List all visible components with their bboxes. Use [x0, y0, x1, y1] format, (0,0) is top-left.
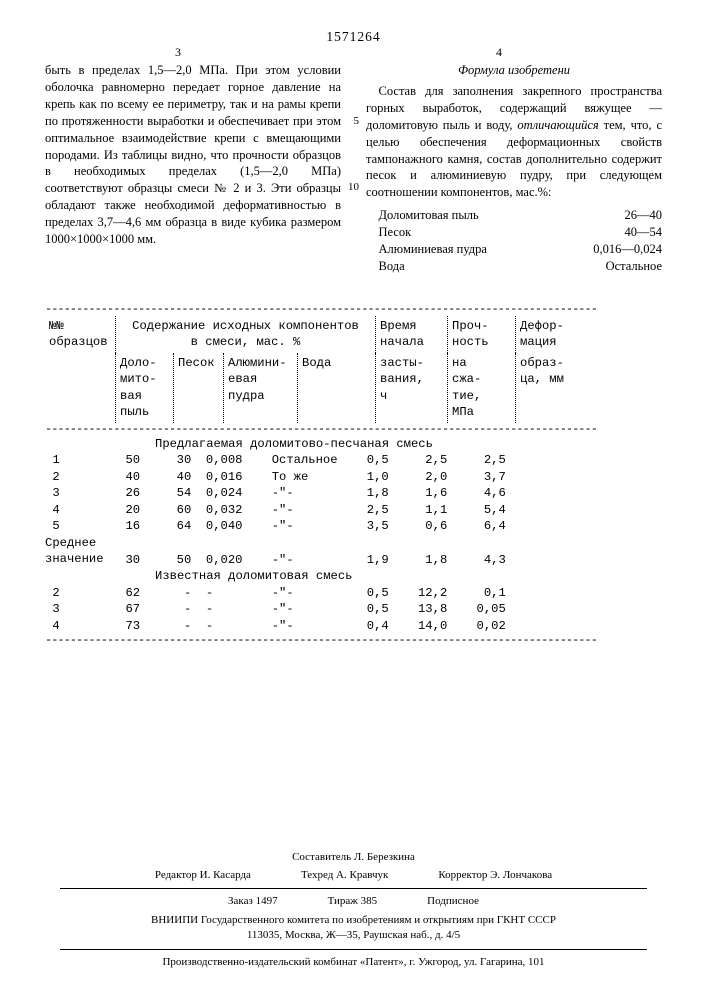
page-num-left: 3	[175, 44, 181, 60]
component-row: Доломитовая пыль26—40	[366, 207, 662, 224]
formula-italic: отличающийся	[517, 118, 598, 132]
footer-order: Заказ 1497	[228, 894, 278, 909]
th-time: Время начала	[375, 316, 447, 353]
component-value: Остальное	[572, 258, 662, 275]
left-column: 3 5 10 быть в пределах 1,5—2,0 МПа. При …	[45, 62, 341, 275]
avg-row: 30 50 0,020 -"- 1,9 1,8 4,3	[45, 552, 662, 568]
line-marker-5: 5	[354, 114, 360, 129]
component-row: Песок40—54	[366, 224, 662, 241]
th-deform: Дефор- мация	[515, 316, 590, 353]
group2-title: Известная доломитовая смесь	[45, 568, 662, 584]
footer-org2: Производственно-издательский комбинат «П…	[0, 955, 707, 970]
footer-org1: ВНИИПИ Государственного комитета по изоб…	[0, 913, 707, 928]
footer-compiler: Составитель Л. Березкина	[0, 850, 707, 865]
th-water: Вода	[297, 353, 375, 423]
components-list: Доломитовая пыль26—40Песок40—54Алюминиев…	[366, 207, 662, 275]
component-name: Вода	[366, 258, 572, 275]
line-marker-10: 10	[348, 180, 359, 195]
table-header-sub: Доло- мито- вая пыль Песок Алюмини- евая…	[45, 353, 662, 423]
footer-editor: Редактор И. Касарда	[155, 868, 251, 883]
th-composition: Содержание исходных компонентов в смеси,…	[115, 316, 375, 353]
component-row: Алюминиевая пудра0,016—0,024	[366, 241, 662, 258]
th-time2: засты- вания, ч	[375, 353, 447, 423]
group1-rows: 1 50 30 0,008 Остальное 0,5 2,5 2,5 2 40…	[45, 452, 662, 534]
th-dolomite: Доло- мито- вая пыль	[115, 353, 173, 423]
right-column: 4 Формула изобретени Состав для заполнен…	[366, 62, 662, 275]
th-sample-no: №№ образцов	[45, 316, 115, 353]
component-row: ВодаОстальное	[366, 258, 662, 275]
th-empty	[45, 353, 115, 423]
footer: Составитель Л. Березкина Редактор И. Кас…	[0, 850, 707, 970]
formula-paragraph: Состав для заполнения закрепного простра…	[366, 83, 662, 201]
th-deform2: образ- ца, мм	[515, 353, 590, 423]
component-name: Песок	[366, 224, 572, 241]
footer-rule	[60, 888, 647, 889]
footer-sub: Подписное	[427, 894, 479, 909]
group2-rows: 2 62 - - -"- 0,5 12,2 0,1 3 67 - - -"- 0…	[45, 585, 662, 634]
component-value: 40—54	[572, 224, 662, 241]
table-header-top: №№ образцов Содержание исходных компонен…	[45, 316, 662, 353]
page-num-right: 4	[496, 44, 502, 60]
th-strength2: на сжа- тие, МПа	[447, 353, 515, 423]
footer-rule2	[60, 949, 647, 950]
table-rule: ----------------------------------------…	[45, 423, 662, 436]
formula-heading: Формула изобретени	[366, 62, 662, 79]
component-value: 26—40	[572, 207, 662, 224]
data-table: ----------------------------------------…	[45, 303, 662, 647]
th-sand: Песок	[173, 353, 223, 423]
patent-number: 1571264	[45, 28, 662, 46]
footer-addr1: 113035, Москва, Ж—35, Раушская наб., д. …	[0, 928, 707, 943]
th-strength: Проч- ность	[447, 316, 515, 353]
table-rule: ----------------------------------------…	[45, 634, 662, 647]
footer-corrector: Корректор Э. Лончакова	[438, 868, 552, 883]
table-rule: ----------------------------------------…	[45, 303, 662, 316]
component-value: 0,016—0,024	[572, 241, 662, 258]
left-paragraph: быть в пределах 1,5—2,0 МПа. При этом ус…	[45, 62, 341, 248]
group1-title: Предлагаемая доломитово-песчаная смесь	[45, 436, 662, 452]
footer-tirazh: Тираж 385	[328, 894, 378, 909]
footer-tech: Техред А. Кравчук	[301, 868, 388, 883]
component-name: Алюминиевая пудра	[366, 241, 572, 258]
th-alum: Алюмини- евая пудра	[223, 353, 297, 423]
component-name: Доломитовая пыль	[366, 207, 572, 224]
two-columns: 3 5 10 быть в пределах 1,5—2,0 МПа. При …	[45, 62, 662, 275]
